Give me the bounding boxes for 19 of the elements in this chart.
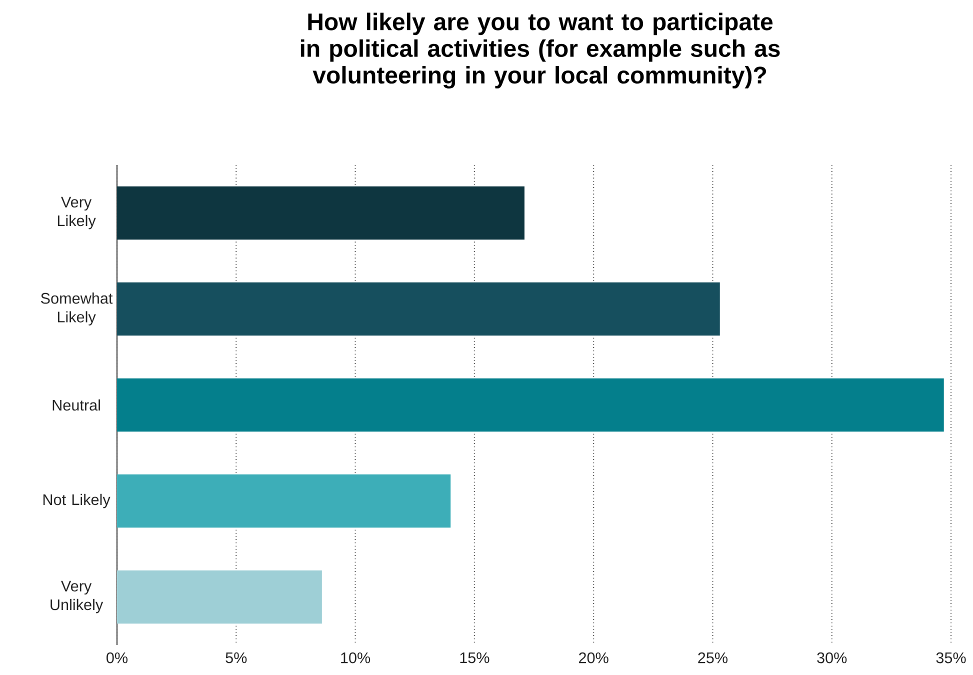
x-tick-label: 10%: [341, 652, 370, 664]
x-tick-label: 30%: [817, 652, 847, 664]
y-tick-label: Neutral: [52, 399, 100, 411]
x-tick-label: 15%: [460, 652, 490, 664]
y-tick-label: Not Likely: [43, 494, 110, 508]
bar: [117, 186, 524, 240]
bar: [117, 570, 322, 624]
bar: [117, 282, 720, 336]
x-tick-label: 25%: [698, 652, 728, 664]
x-tick-label: 35%: [936, 652, 966, 664]
bar: [117, 378, 944, 432]
y-tick-label: Very Likely: [58, 196, 96, 230]
y-tick-label: Somewhat Likely: [40, 292, 113, 326]
x-tick-label: 0%: [106, 652, 128, 664]
y-tick-label: Very Unlikely: [50, 580, 104, 614]
x-tick-label: 5%: [226, 652, 247, 664]
chart-title: How likely are you to want to participate in political activities (for example such as volunteering in your local community)?: [300, 12, 780, 89]
bar: [117, 474, 451, 528]
x-tick-label: 20%: [579, 652, 608, 664]
